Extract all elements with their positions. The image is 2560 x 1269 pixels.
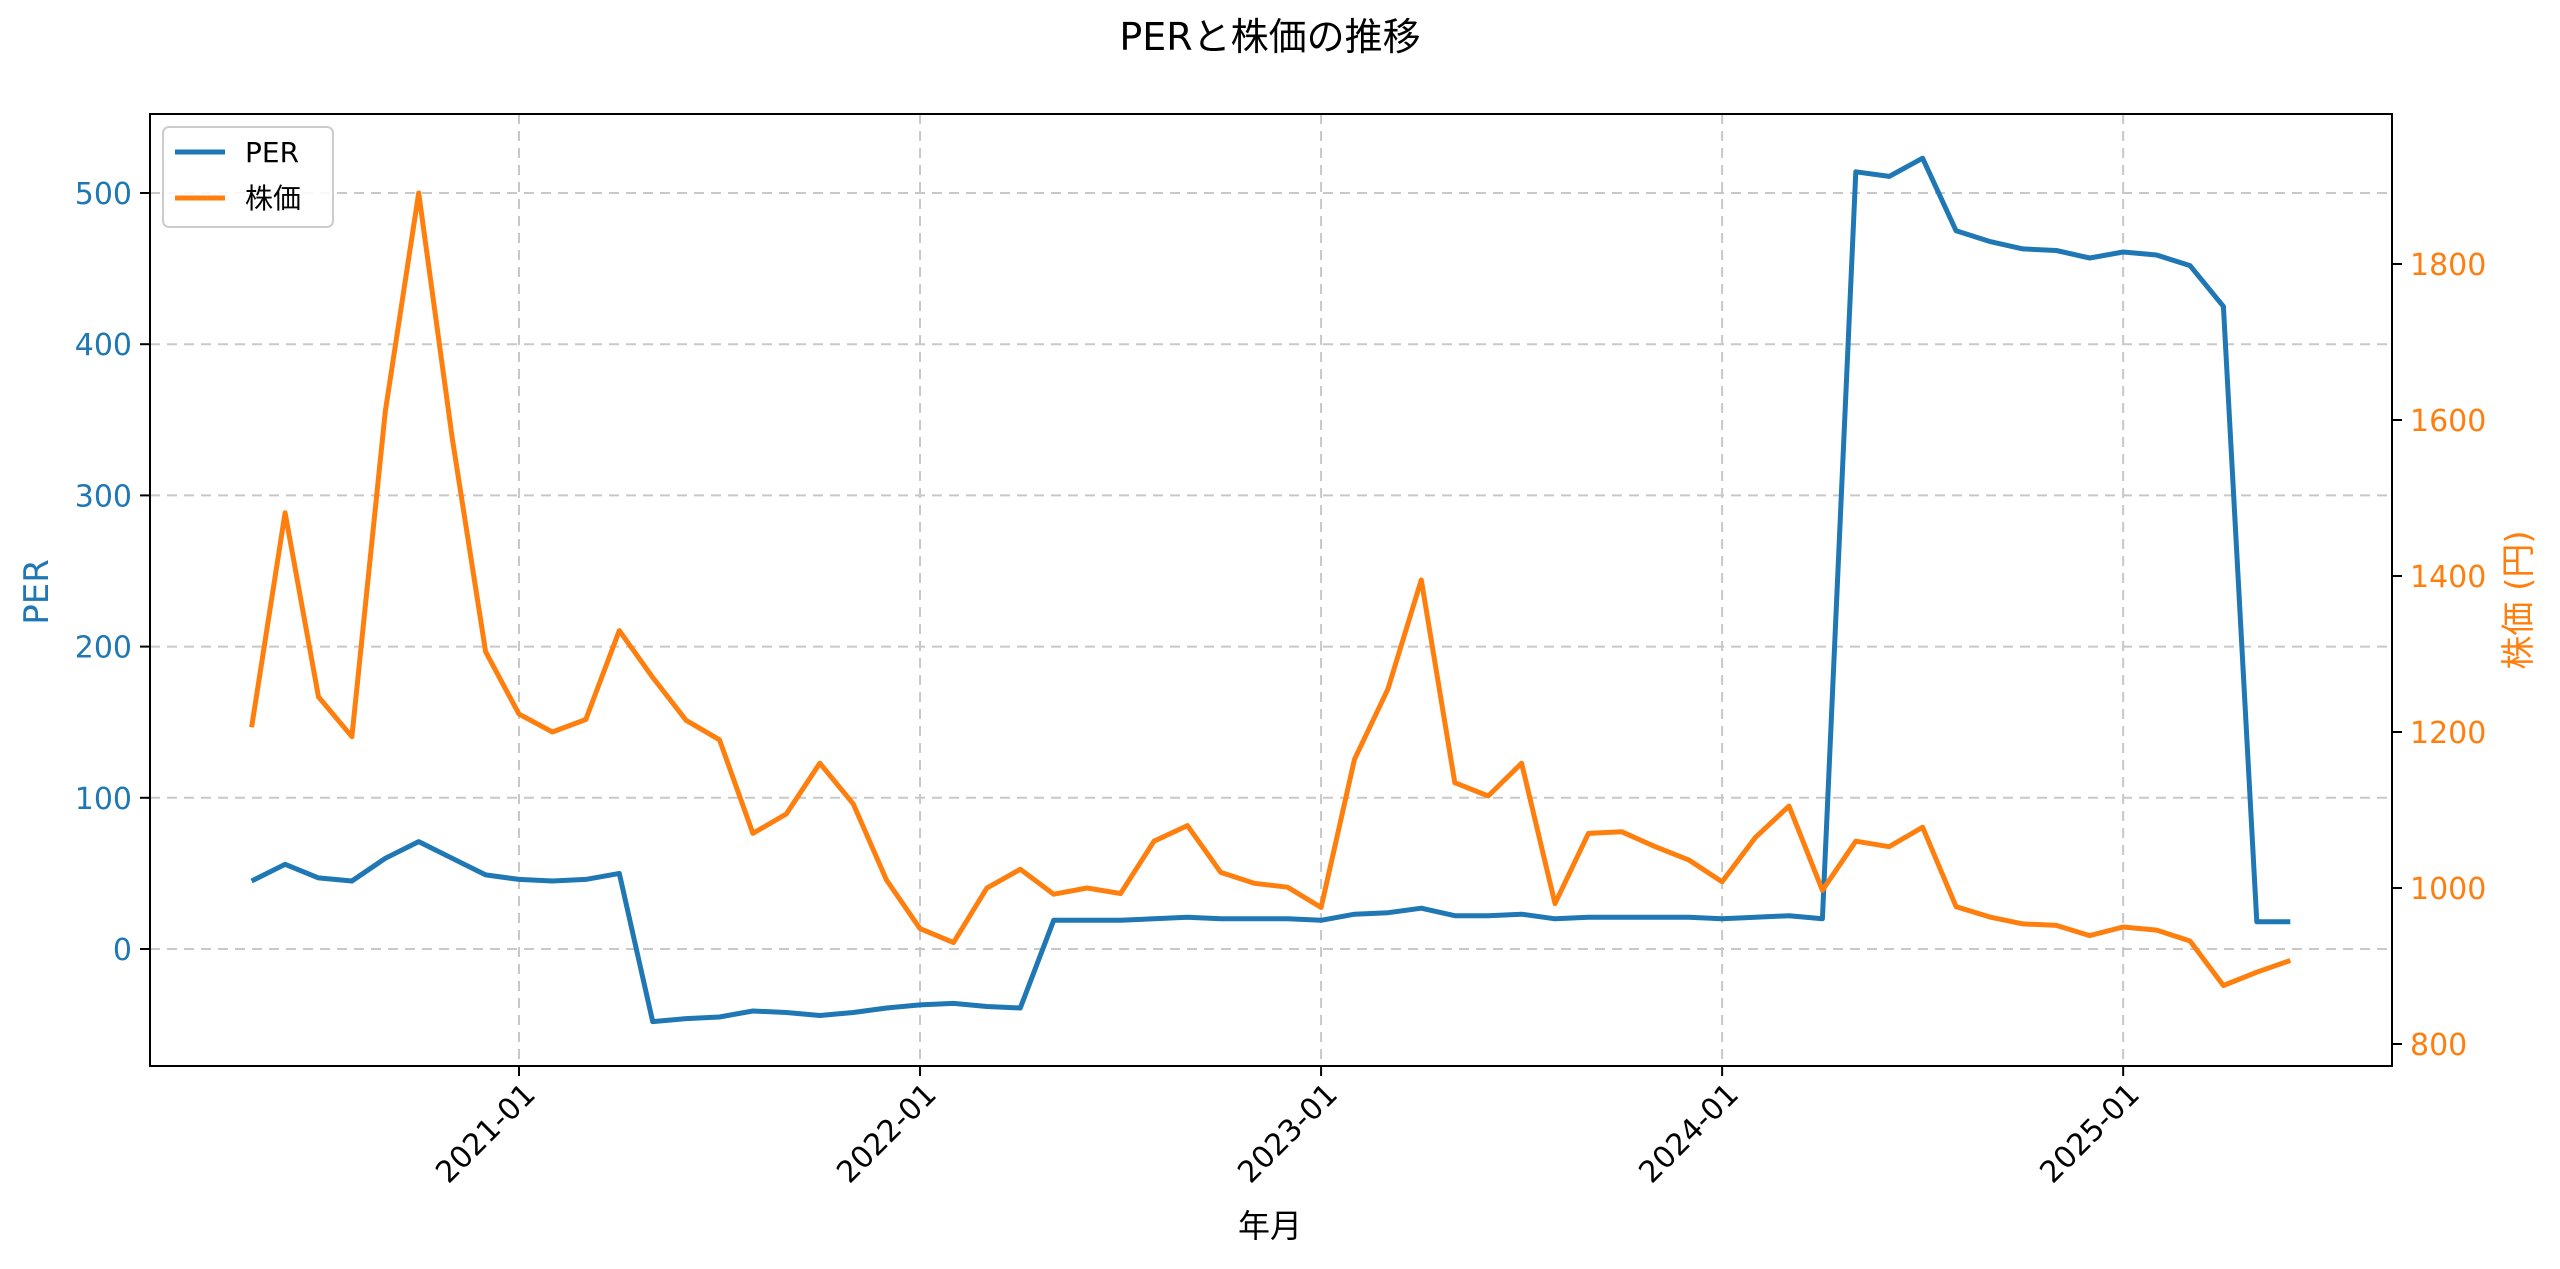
right-tick-label: 1200 [2410, 716, 2486, 751]
right-axis-label: 株価 (円) [2499, 530, 2539, 669]
legend-per-label: PER [245, 136, 299, 169]
x-tick-label: 2025-01 [2033, 1077, 2146, 1190]
legend-price-label: 株価 [245, 182, 301, 215]
left-tick-label: 100 [75, 782, 132, 817]
right-axis-ticks: 800 1000 1200 1400 1600 1800 [2392, 248, 2486, 1063]
x-axis-ticks: 2021-01 2022-01 2023-01 2024-01 2025-01 [429, 1066, 2147, 1190]
x-tick-label: 2022-01 [830, 1077, 943, 1190]
x-axis-label: 年月 [1238, 1207, 1302, 1245]
grid-lines [150, 114, 2392, 1066]
per-line [250, 155, 2291, 1025]
right-tick-label: 1400 [2410, 560, 2486, 595]
left-tick-label: 400 [75, 328, 132, 363]
right-tick-label: 800 [2410, 1028, 2467, 1063]
x-tick-label: 2021-01 [429, 1077, 542, 1190]
left-tick-label: 0 [113, 933, 132, 968]
left-axis-ticks: 0 100 200 300 400 500 [75, 177, 150, 968]
price-line [249, 190, 2292, 988]
x-tick-label: 2024-01 [1632, 1077, 1745, 1190]
left-tick-label: 200 [75, 631, 132, 666]
chart-title: PERと株価の推移 [1119, 15, 1420, 59]
left-tick-label: 300 [75, 479, 132, 514]
left-tick-label: 500 [75, 177, 132, 212]
right-tick-label: 1600 [2410, 404, 2486, 439]
right-tick-label: 1800 [2410, 248, 2486, 283]
x-tick-label: 2023-01 [1231, 1077, 1344, 1190]
plot-frame [149, 113, 2393, 1067]
legend: PER 株価 [162, 126, 334, 228]
right-tick-label: 1000 [2410, 872, 2486, 907]
left-axis-label: PER [17, 559, 57, 625]
